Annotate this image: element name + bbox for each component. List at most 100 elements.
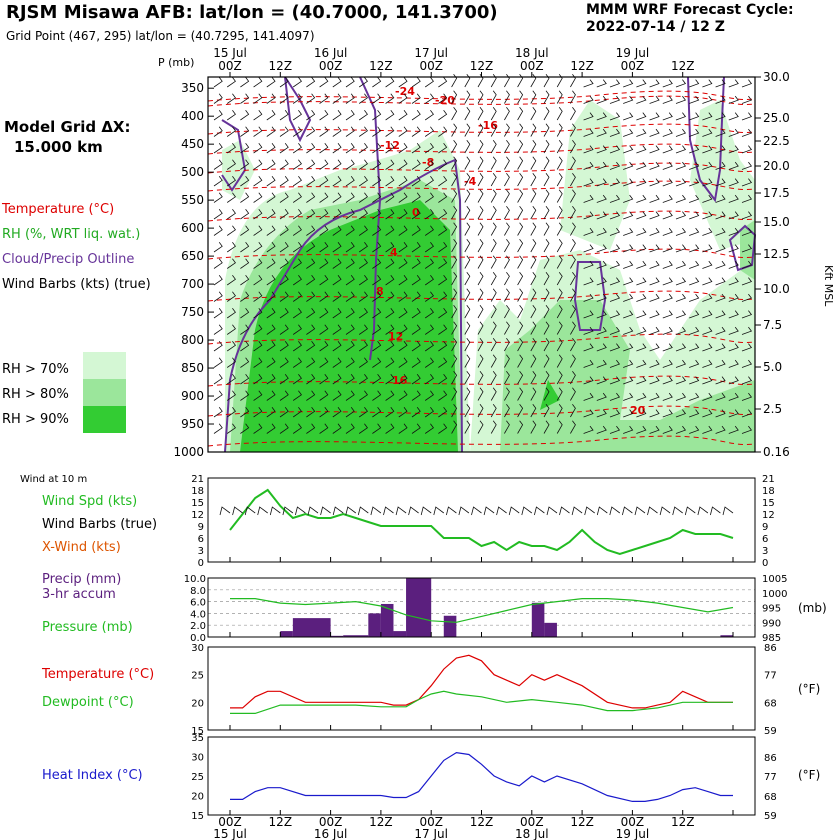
wind-barb (464, 305, 471, 319)
wind-barb (266, 258, 276, 269)
wind-barb (438, 390, 448, 401)
wind-barb (226, 110, 236, 121)
wind-barb-10m (269, 506, 281, 516)
wind-barb (636, 376, 647, 385)
wind-barb (609, 79, 621, 88)
wind-barb (517, 305, 524, 319)
wind-barb (226, 176, 236, 187)
wind-barb (715, 178, 726, 187)
wind-barb (398, 374, 408, 385)
wind-barb (649, 277, 660, 286)
wind-barb-10m (408, 506, 419, 516)
wind-barb (464, 140, 471, 154)
precip-bar (443, 615, 457, 637)
wind-barb (636, 161, 647, 170)
wind-barb (530, 156, 537, 170)
wind-barb (240, 291, 250, 302)
wind-barb (689, 145, 700, 154)
wind-barb (451, 222, 458, 236)
wind-barb (636, 343, 647, 352)
wind-barb (675, 310, 687, 319)
wind-barb (490, 189, 497, 203)
wind-barb (398, 357, 408, 368)
wind-barb (715, 425, 726, 434)
wind-barb (675, 95, 687, 104)
wind-barb (728, 409, 739, 418)
wind-barb (649, 161, 660, 170)
wind-barb-10m (546, 506, 558, 516)
time-tick-top: 12Z (470, 59, 494, 73)
heat-index-line (230, 751, 733, 802)
wind-barb (266, 341, 276, 352)
wind-barb (636, 277, 647, 286)
wind-barb (490, 420, 497, 434)
wind-barb (213, 159, 223, 170)
wind-barb (385, 258, 395, 269)
wind-barb (451, 387, 458, 401)
wind-barb (728, 277, 739, 286)
wind-barb (702, 392, 713, 401)
wind-barb (464, 90, 471, 104)
wind-ytick-right: 18 (762, 486, 775, 497)
isotherm-label: -12 (380, 139, 400, 152)
wind-barb (490, 371, 497, 385)
wind-barb (372, 126, 382, 137)
wind-barb (530, 173, 537, 187)
kft-tick-label: 30.0 (763, 70, 790, 84)
wind-barb (623, 178, 634, 187)
wind-ytick-left: 3 (198, 546, 204, 557)
wind-barb (306, 390, 316, 401)
wind-barb (372, 159, 382, 170)
wind-barb (279, 209, 289, 220)
wind-barb (583, 343, 594, 352)
wind-barb (411, 225, 421, 236)
wind-barb (424, 258, 434, 269)
wind-barb (556, 354, 563, 368)
wind-barb (662, 194, 673, 203)
wind-barb (358, 341, 368, 352)
wind-barb (464, 420, 471, 434)
wind-barb (424, 159, 434, 170)
wind-barb (319, 159, 329, 170)
wind-barb (583, 161, 594, 170)
wind-barb (464, 107, 471, 121)
wind-barb (623, 95, 634, 104)
wind-barb (240, 143, 250, 154)
wind-barb (715, 310, 726, 319)
wind-barb (504, 156, 510, 170)
wind-barb (358, 390, 368, 401)
wind-barb (464, 206, 471, 220)
wind-barb (623, 376, 634, 385)
wind-barb (504, 371, 510, 385)
wind-barb (504, 90, 510, 104)
isotherm-12 (207, 435, 756, 447)
wind-barb (689, 376, 700, 385)
wind-barb (411, 390, 421, 401)
wind-barb (570, 239, 576, 253)
wind-barb (438, 93, 448, 104)
wind-barb (292, 77, 302, 88)
wind-barb (464, 123, 471, 137)
heat-panel-frame (207, 736, 756, 816)
wind-barb (358, 143, 368, 154)
wind-barb (358, 308, 368, 319)
wind-barb (358, 159, 368, 170)
wind-barb (253, 357, 263, 368)
wind-barb-10m (496, 506, 507, 516)
wind-barb (662, 343, 673, 352)
wind-barb (517, 387, 524, 401)
pressure-axis-unit: P (mb) (158, 56, 194, 69)
wind-barb (530, 90, 537, 104)
wind-barb (662, 392, 673, 401)
wind-barb (689, 211, 700, 220)
cycle-line-2: 2022-07-14 / 12 Z (586, 19, 725, 35)
wind-barb-10m (622, 506, 633, 516)
wind-barb (332, 176, 342, 187)
wind-barb (253, 341, 263, 352)
temp-f-ytick: 59 (764, 726, 777, 737)
wind-barb (372, 341, 382, 352)
legend-wbarbs: Wind Barbs (true) (42, 517, 158, 532)
wind-barb (306, 341, 316, 352)
wind-barb-10m (672, 506, 683, 516)
wind-barb (504, 288, 510, 302)
